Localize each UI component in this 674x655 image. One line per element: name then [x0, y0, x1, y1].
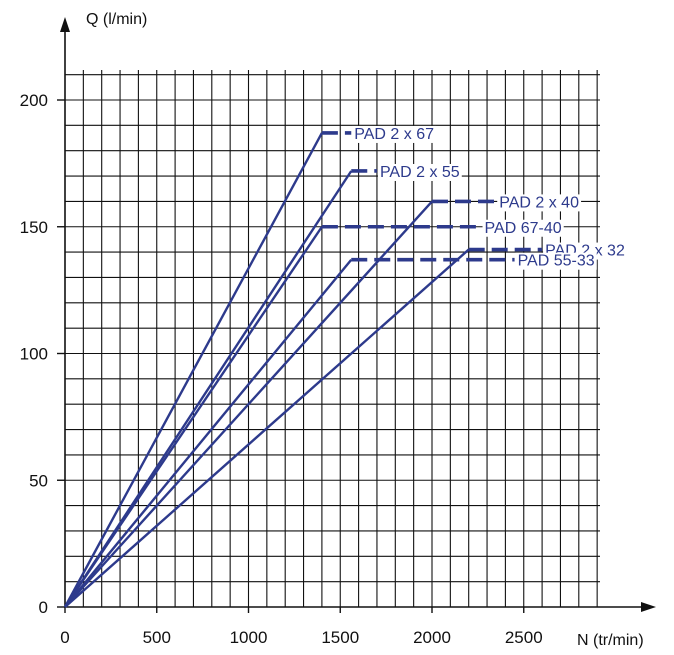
series-label-background	[352, 125, 437, 143]
x-tick-labels: 0 500 1000 1500 2000 2500	[60, 607, 543, 647]
series-line-pad-67-40	[64, 226, 323, 608]
series-line-pad-2-x-32	[64, 248, 470, 608]
grid	[65, 70, 600, 607]
series-line-pad-2-x-67	[63, 132, 323, 608]
x-tick-label: 2500	[505, 628, 543, 647]
series-label-pad-55-33: PAD 55-33	[518, 253, 595, 270]
axes	[60, 17, 656, 612]
y-axis-arrow-icon	[60, 17, 70, 32]
y-tick-label: 0	[39, 598, 48, 617]
y-tick-label: 100	[20, 345, 48, 364]
series-labels: PAD 2 x 67 PAD 2 x 55 PAD 2 x 40 PAD 67-40 P…	[352, 125, 627, 270]
series-label-background	[497, 194, 582, 212]
series-line-pad-2-x-40	[64, 200, 433, 608]
series-label-pad-2-x-40: PAD 2 x 40	[499, 194, 579, 211]
series-label-pad-2-x-67: PAD 2 x 67	[354, 126, 434, 143]
x-tick-label: 0	[60, 628, 69, 647]
series-lines	[63, 131, 543, 608]
x-tick-label: 2000	[413, 628, 451, 647]
series-label-pad-2-x-55: PAD 2 x 55	[380, 164, 460, 181]
y-tick-label: 50	[29, 471, 48, 490]
x-tick-label: 1000	[230, 628, 268, 647]
y-tick-label: 200	[20, 91, 48, 110]
y-tick-label: 150	[20, 218, 48, 237]
series-line-pad-55-33	[64, 258, 353, 608]
y-tick-labels: 0 50 100 150 200	[20, 91, 65, 617]
x-tick-label: 500	[143, 628, 171, 647]
series-label-background	[377, 163, 462, 181]
y-axis-title: Q (l/min)	[86, 11, 147, 28]
x-tick-label: 1500	[321, 628, 359, 647]
series-label-background	[515, 252, 597, 270]
series-label-background	[482, 219, 564, 237]
series-label-pad-67-40: PAD 67-40	[485, 220, 562, 237]
x-axis-arrow-icon	[641, 602, 656, 612]
x-axis-title: N (tr/min)	[577, 632, 644, 649]
